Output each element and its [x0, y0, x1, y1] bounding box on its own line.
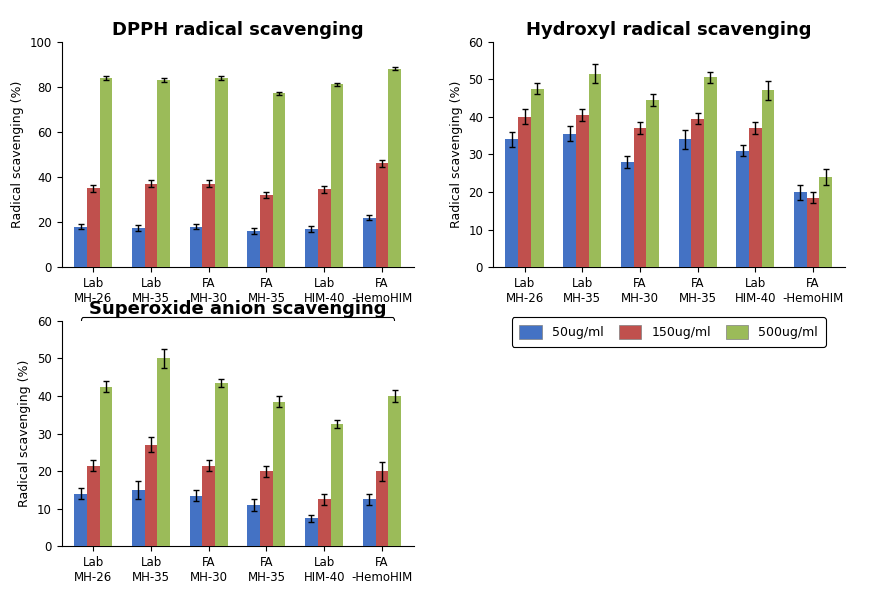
Bar [215, 78, 228, 267]
Bar [318, 500, 331, 546]
Bar [202, 466, 215, 546]
Bar [704, 77, 716, 267]
Bar [376, 163, 388, 267]
Legend: 50ug/ml, 150ug/ml, 500ug/ml: 50ug/ml, 150ug/ml, 500ug/ml [512, 317, 825, 347]
Bar [144, 184, 158, 267]
Bar [260, 471, 273, 546]
Bar [646, 100, 659, 267]
Title: DPPH radical scavenging: DPPH radical scavenging [112, 21, 363, 39]
Bar [87, 466, 99, 546]
Bar [505, 140, 518, 267]
Bar [318, 189, 331, 267]
Bar [260, 195, 273, 267]
Bar [388, 396, 401, 546]
Bar [202, 184, 215, 267]
Bar [678, 140, 692, 267]
Bar [376, 471, 388, 546]
Bar [273, 402, 285, 546]
Bar [531, 89, 544, 267]
Bar [132, 490, 144, 546]
Bar [692, 119, 704, 267]
Bar [794, 192, 807, 267]
Bar [331, 84, 343, 267]
Bar [190, 227, 202, 267]
Bar [563, 134, 576, 267]
Bar [749, 128, 762, 267]
Y-axis label: Radical scavenging (%): Radical scavenging (%) [18, 360, 32, 507]
Bar [247, 231, 260, 267]
Bar [247, 505, 260, 546]
Bar [819, 177, 832, 267]
Bar [762, 90, 774, 267]
Bar [273, 93, 285, 267]
Title: Hydroxyl radical scavenging: Hydroxyl radical scavenging [526, 21, 811, 39]
Y-axis label: Radical scavenging (%): Radical scavenging (%) [450, 81, 463, 228]
Bar [99, 78, 113, 267]
Bar [144, 445, 158, 546]
Bar [388, 69, 401, 267]
Y-axis label: Radical scavenging (%): Radical scavenging (%) [11, 81, 24, 228]
Bar [74, 227, 87, 267]
Bar [634, 128, 646, 267]
Bar [305, 229, 318, 267]
Bar [576, 115, 589, 267]
Bar [215, 383, 228, 546]
Bar [158, 80, 170, 267]
Title: Superoxide anion scavenging: Superoxide anion scavenging [89, 300, 386, 318]
Bar [621, 162, 634, 267]
Bar [74, 494, 87, 546]
Bar [518, 117, 531, 267]
Legend: 50ug/ml, 150ug/ml, 500ug/ml: 50ug/ml, 150ug/ml, 500ug/ml [81, 317, 394, 347]
Bar [305, 518, 318, 546]
Bar [87, 188, 99, 267]
Bar [132, 228, 144, 267]
Bar [807, 198, 819, 267]
Bar [158, 358, 170, 546]
Bar [190, 495, 202, 546]
Bar [589, 74, 601, 267]
Bar [331, 424, 343, 546]
Bar [363, 500, 376, 546]
Bar [737, 151, 749, 267]
Bar [99, 387, 113, 546]
Bar [363, 217, 376, 267]
